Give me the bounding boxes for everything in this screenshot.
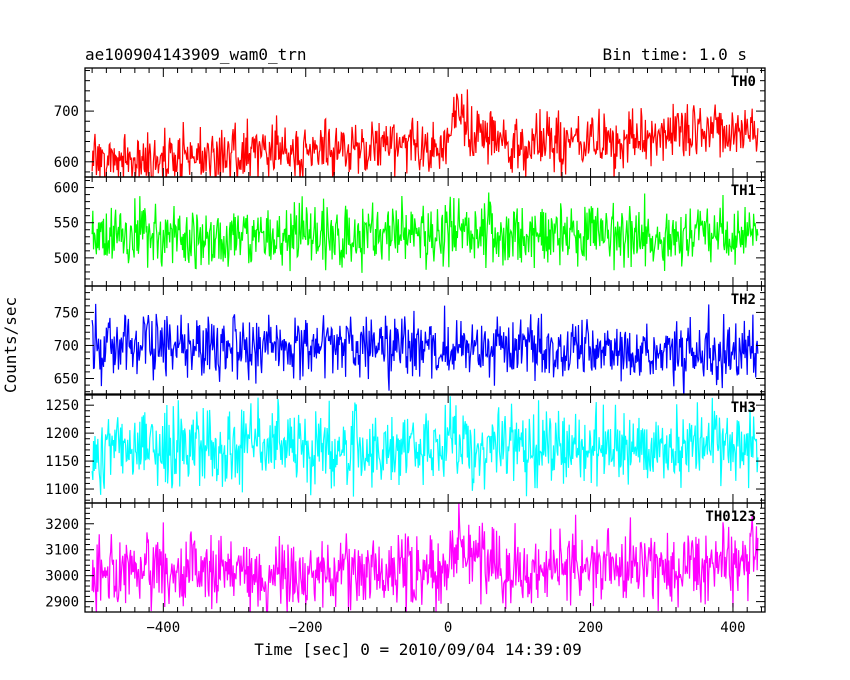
series-th2 (91, 303, 759, 395)
y-tick-label: 1200 (45, 426, 79, 442)
y-axis-label: Counts/sec (1, 297, 20, 393)
panel-label: TH0123 (705, 509, 756, 525)
y-tick-label: 3000 (45, 569, 79, 585)
panel-label: TH2 (731, 292, 756, 308)
panel-label: TH3 (731, 400, 756, 416)
y-tick-label: 3200 (45, 517, 79, 533)
y-tick-label: 2900 (45, 595, 79, 611)
y-tick-label: 1150 (45, 454, 79, 470)
x-tick-label: 0 (444, 620, 452, 636)
x-tick-label: −400 (146, 620, 180, 636)
y-tick-label: 550 (54, 216, 79, 232)
panel-th2: 650 700 750 TH2 (54, 285, 766, 396)
y-tick-label: 700 (54, 104, 79, 120)
panel-frame (84, 285, 766, 396)
x-axis-label: Time [sec] 0 = 2010/09/04 14:39:09 (254, 640, 582, 659)
x-tick-label: 400 (720, 620, 745, 636)
panel-th0: 600 700 TH0 (54, 67, 766, 178)
bin-time-label: Bin time: 1.0 s (603, 45, 748, 64)
panel-th1: 500 550 600 TH1 (54, 176, 766, 287)
x-axis: −400 −200 0 200 400 (146, 620, 745, 636)
y-tick-label: 3100 (45, 543, 79, 559)
y-tick-label: 1100 (45, 482, 79, 498)
y-tick-label: 600 (54, 155, 79, 171)
panel-label: TH0 (731, 74, 756, 90)
x-tick-label: −200 (289, 620, 323, 636)
panel-th3: 1100 1150 1200 1250 TH3 (45, 393, 766, 504)
panel-th0123: 2900 3000 3100 3200 TH0123 (45, 502, 766, 613)
chart-title: ae100904143909_wam0_trn (85, 45, 307, 64)
series-th0 (91, 89, 759, 177)
panels-group: 600 700 TH0 500 550 600 TH1 650 700 750 TH2 1100 115… (45, 67, 766, 613)
x-tick-label: 200 (578, 620, 603, 636)
series-th1 (91, 192, 759, 273)
series-th0123 (91, 503, 759, 612)
panel-label: TH1 (731, 183, 756, 199)
y-tick-label: 600 (54, 181, 79, 197)
y-tick-label: 700 (54, 338, 79, 354)
y-tick-label: 650 (54, 371, 79, 387)
y-tick-label: 1250 (45, 398, 79, 414)
series-th3 (91, 396, 759, 497)
panel-frame (84, 502, 766, 613)
y-tick-label: 750 (54, 305, 79, 321)
y-tick-label: 500 (54, 251, 79, 267)
